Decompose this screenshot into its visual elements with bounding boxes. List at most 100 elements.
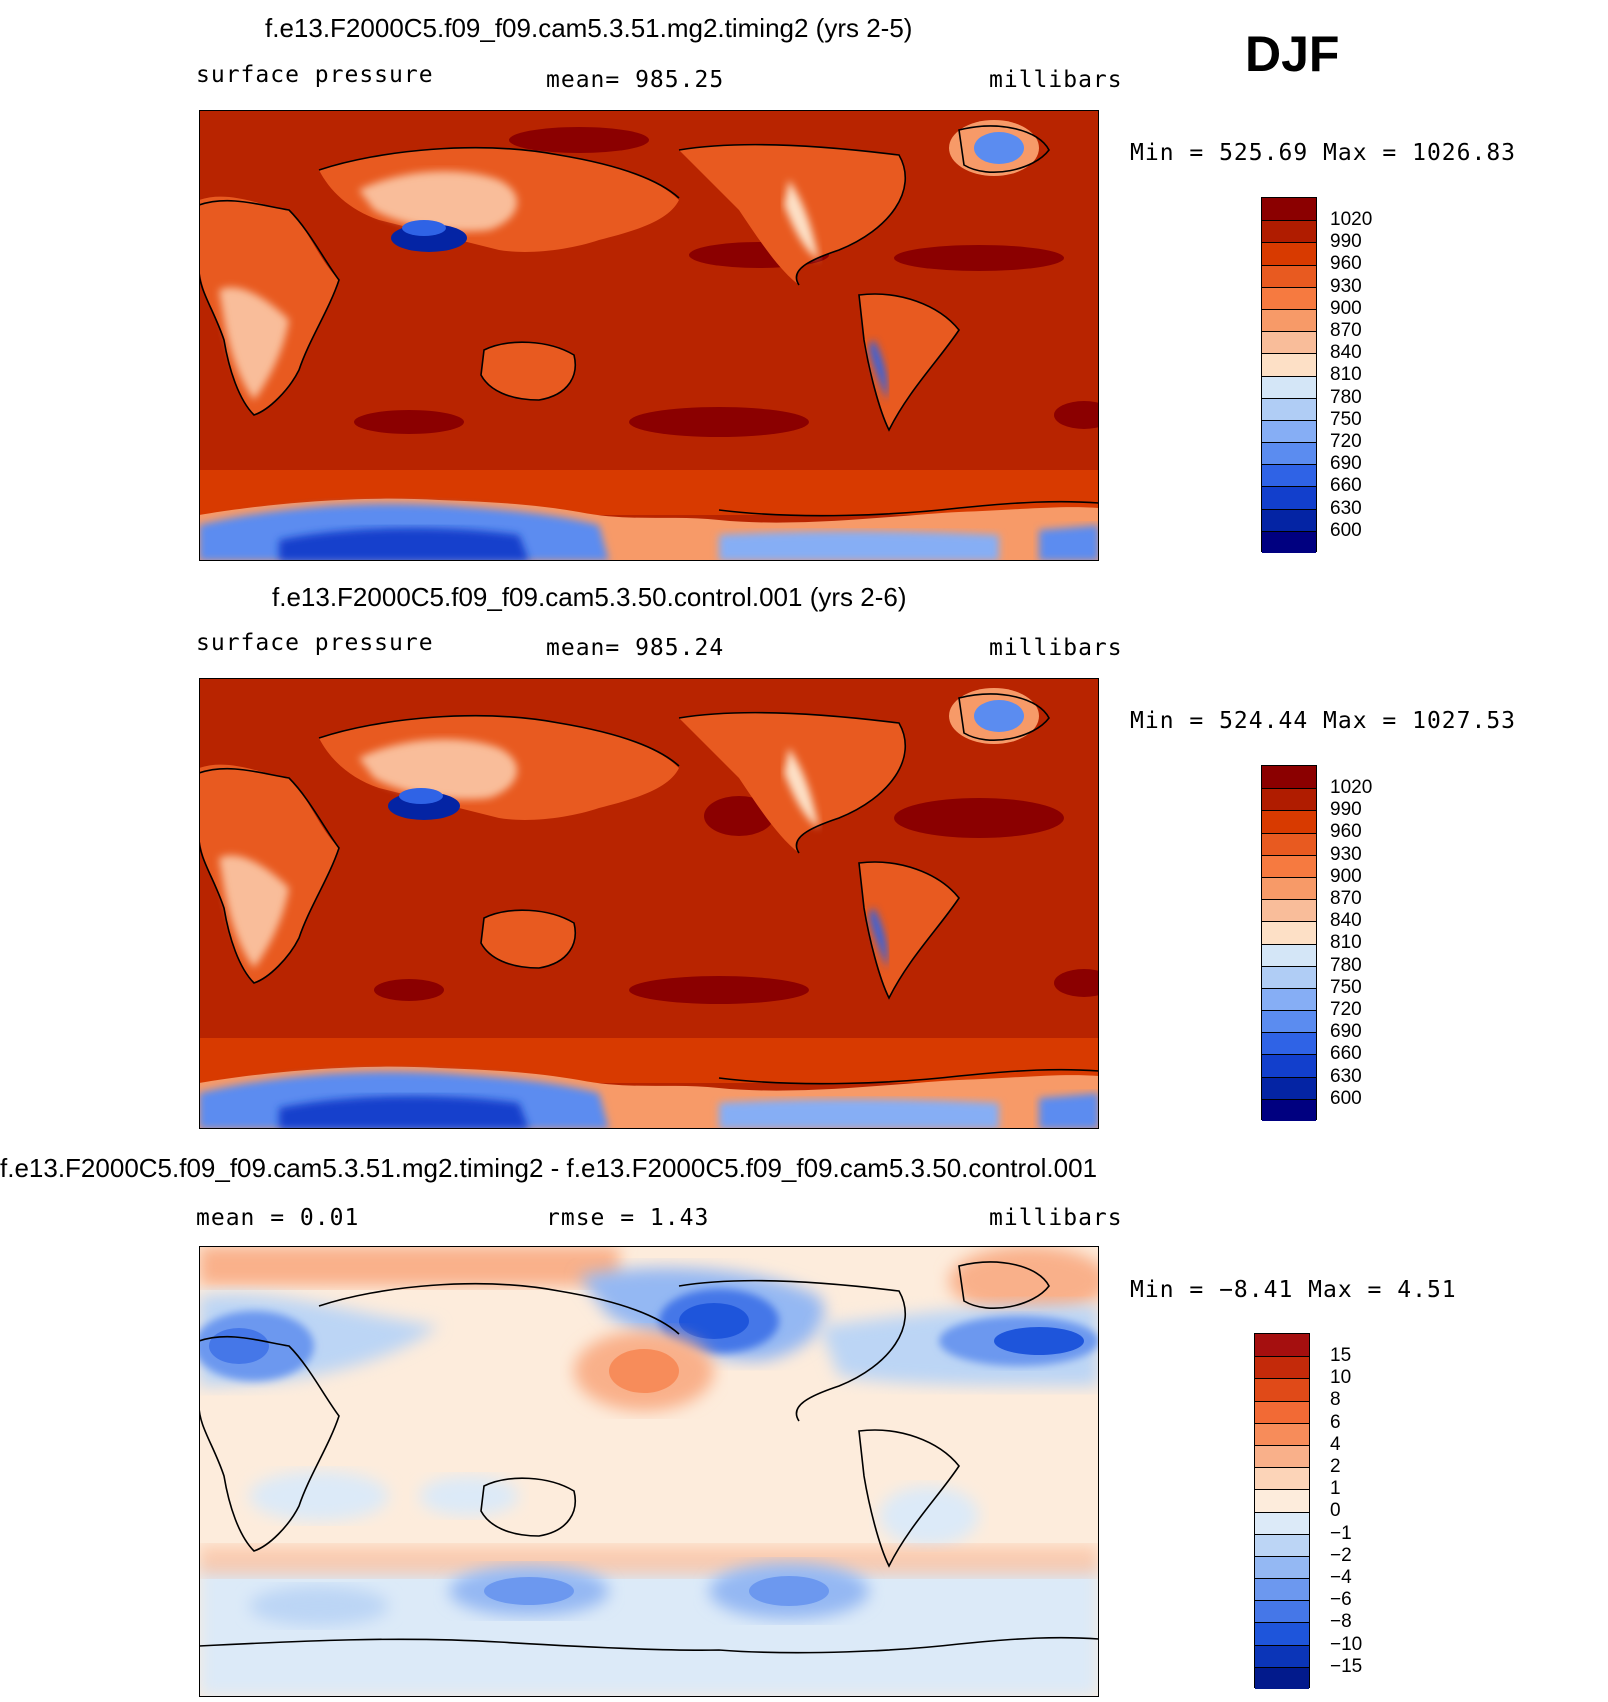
colorbar-tick-label: −15: [1330, 1655, 1363, 1677]
colorbar-swatch: [1255, 1578, 1309, 1601]
panel2-title: f.e13.F2000C5.f09_f09.cam5.3.50.control.…: [272, 582, 907, 612]
colorbar-tick-label: 15: [1330, 1345, 1352, 1366]
colorbar-tick-label: 2: [1330, 1456, 1341, 1477]
panel1-variable-label: surface pressure: [196, 62, 434, 88]
colorbar-swatch: [1262, 965, 1316, 988]
colorbar-swatch: [1262, 810, 1316, 833]
colorbar-tick-label: 750: [1330, 976, 1362, 998]
colorbar-swatch: [1262, 876, 1316, 900]
colorbar-swatch: [1255, 1555, 1309, 1579]
colorbar-swatch: [1262, 397, 1316, 420]
colorbar-tick-label: 870: [1330, 888, 1362, 909]
colorbar-swatch: [1262, 987, 1316, 1011]
panel3-minmax-label: Min = −8.41 Max = 4.51: [1130, 1277, 1457, 1303]
colorbar-swatch: [1255, 1622, 1309, 1645]
colorbar-tick-label: 960: [1330, 253, 1362, 275]
colorbar-swatch: [1255, 1511, 1309, 1534]
colorbar-swatch: [1262, 308, 1316, 332]
colorbar-swatch: [1262, 486, 1316, 509]
colorbar-swatch: [1262, 220, 1316, 243]
colorbar-swatch: [1262, 921, 1316, 944]
panel1-mean-label: mean= 985.25: [546, 67, 725, 93]
colorbar-swatch: [1262, 508, 1316, 531]
panel3-colorbar: [1254, 1333, 1310, 1689]
panel3-units-label: millibars: [989, 1205, 1123, 1231]
panel3-rmse-label: rmse = 1.43: [546, 1205, 710, 1231]
colorbar-swatch: [1255, 1356, 1309, 1379]
colorbar-swatch: [1262, 286, 1316, 309]
colorbar-swatch: [1262, 442, 1316, 465]
colorbar-tick-label: 660: [1330, 1043, 1362, 1065]
colorbar-swatch: [1262, 375, 1316, 398]
colorbar-swatch: [1255, 1666, 1309, 1689]
colorbar-tick-label: 1020: [1330, 777, 1373, 798]
colorbar-tick-label: 8: [1330, 1389, 1341, 1411]
colorbar-tick-label: 690: [1330, 1021, 1362, 1043]
colorbar-tick-label: 1020: [1330, 209, 1373, 230]
colorbar-swatch: [1262, 943, 1316, 966]
colorbar-tick-label: 840: [1330, 910, 1362, 932]
colorbar-tick-label: 990: [1330, 231, 1362, 253]
colorbar-tick-label: 600: [1330, 1087, 1362, 1109]
panel3-title: f.e13.F2000C5.f09_f09.cam5.3.51.mg2.timi…: [0, 1153, 1098, 1183]
colorbar-tick-label: −8: [1330, 1611, 1352, 1633]
colorbar-tick-label: 660: [1330, 475, 1362, 497]
colorbar-tick-label: −10: [1330, 1633, 1363, 1655]
colorbar-tick-label: 960: [1330, 821, 1362, 843]
colorbar-swatch: [1255, 1400, 1309, 1423]
colorbar-tick-label: 1: [1330, 1478, 1341, 1500]
colorbar-tick-label: 930: [1330, 275, 1362, 297]
panel2-mean-label: mean= 985.24: [546, 635, 725, 661]
panel2-minmax-label: Min = 524.44 Max = 1027.53: [1130, 708, 1517, 734]
colorbar-swatch: [1262, 1054, 1316, 1077]
colorbar-swatch: [1255, 1644, 1309, 1667]
colorbar-swatch: [1262, 464, 1316, 487]
colorbar-swatch: [1262, 1032, 1316, 1055]
colorbar-swatch: [1262, 1076, 1316, 1099]
colorbar-tick-label: 720: [1330, 999, 1362, 1020]
colorbar-tick-label: 10: [1330, 1367, 1352, 1389]
colorbar-tick-label: 780: [1330, 954, 1362, 976]
colorbar-swatch: [1255, 1444, 1309, 1468]
colorbar-swatch: [1255, 1334, 1309, 1357]
colorbar-swatch: [1262, 198, 1316, 221]
panel2-variable-label: surface pressure: [196, 630, 434, 656]
colorbar-swatch: [1255, 1467, 1309, 1490]
colorbar-tick-label: 900: [1330, 865, 1362, 887]
colorbar-tick-label: 720: [1330, 431, 1362, 452]
colorbar-tick-label: 810: [1330, 932, 1362, 954]
colorbar-tick-label: −1: [1330, 1522, 1352, 1544]
colorbar-swatch: [1262, 1010, 1316, 1033]
colorbar-swatch: [1262, 264, 1316, 287]
colorbar-tick-label: 990: [1330, 799, 1362, 821]
colorbar-tick-label: −2: [1330, 1544, 1352, 1566]
colorbar-tick-label: 4: [1330, 1433, 1341, 1455]
colorbar-tick-label: 900: [1330, 297, 1362, 319]
colorbar-tick-label: 780: [1330, 386, 1362, 408]
colorbar-swatch: [1262, 353, 1316, 376]
panel1-units-label: millibars: [989, 67, 1123, 93]
colorbar-tick-label: 0: [1330, 1500, 1341, 1522]
panel2-colorbar: [1261, 765, 1317, 1121]
panel1-map: [199, 110, 1099, 561]
colorbar-swatch: [1255, 1489, 1309, 1512]
panel1-minmax-label: Min = 525.69 Max = 1026.83: [1130, 140, 1517, 166]
colorbar-swatch: [1262, 854, 1316, 877]
colorbar-tick-label: 810: [1330, 364, 1362, 386]
colorbar-tick-label: 750: [1330, 408, 1362, 430]
colorbar-swatch: [1255, 1533, 1309, 1556]
colorbar-swatch: [1255, 1378, 1309, 1401]
panel2-map: [199, 678, 1099, 1129]
colorbar-tick-label: 630: [1330, 497, 1362, 519]
panel1-colorbar: [1261, 197, 1317, 553]
colorbar-tick-label: 930: [1330, 843, 1362, 865]
colorbar-swatch: [1262, 530, 1316, 553]
colorbar-tick-label: 840: [1330, 342, 1362, 364]
colorbar-swatch: [1255, 1422, 1309, 1445]
colorbar-swatch: [1262, 832, 1316, 855]
colorbar-swatch: [1262, 419, 1316, 443]
season-label: DJF: [1245, 26, 1340, 82]
panel3-map: [199, 1246, 1099, 1697]
colorbar-tick-label: −4: [1330, 1567, 1352, 1588]
colorbar-tick-label: 870: [1330, 320, 1362, 341]
